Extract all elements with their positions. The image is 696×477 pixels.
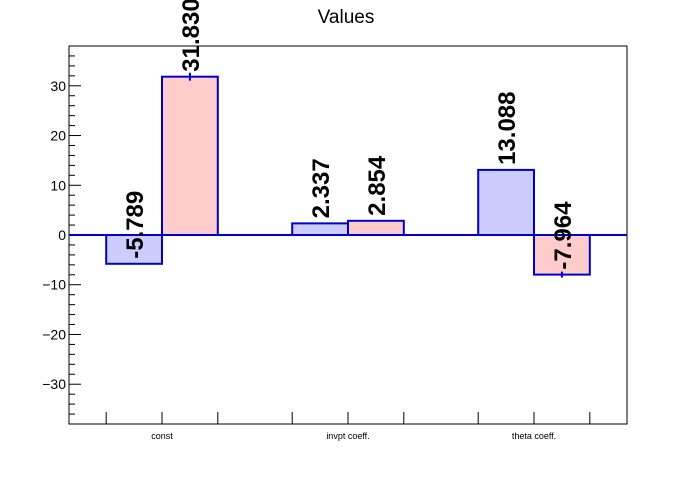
bar (477, 168, 536, 236)
y-tick-label: 30 (50, 78, 66, 94)
value-label: 13.088 (494, 91, 521, 164)
x-category-label: const (151, 431, 173, 441)
bar (347, 219, 405, 236)
x-category-label: theta coeff. (512, 431, 556, 441)
y-tick-label: −20 (42, 326, 66, 342)
y-tick-label: 10 (50, 177, 66, 193)
value-label: 31.830 (178, 0, 205, 72)
bar (533, 234, 591, 276)
bar (105, 234, 163, 265)
value-label: -5.789 (122, 191, 149, 259)
y-axis: −30 −20 −10 0 10 20 30 (42, 45, 81, 425)
x-category-label: invpt coeff. (326, 431, 369, 441)
value-label: 2.337 (308, 158, 335, 218)
bar (161, 75, 219, 236)
y-tick-label: 20 (50, 128, 66, 144)
value-labels-group: -5.789 2.337 13.088 31.830 2.854 -7.964 (122, 0, 577, 270)
chart-title: Values (318, 7, 375, 28)
y-tick-label: −10 (42, 277, 66, 293)
y-tick-label: 0 (58, 227, 66, 243)
value-label: 2.854 (364, 155, 391, 216)
x-axis: const invpt coeff. theta coeff. (105, 412, 591, 441)
y-tick-label: −30 (42, 376, 66, 392)
bar (291, 222, 350, 236)
value-label: -7.964 (550, 201, 577, 270)
bars-group (105, 72, 591, 278)
